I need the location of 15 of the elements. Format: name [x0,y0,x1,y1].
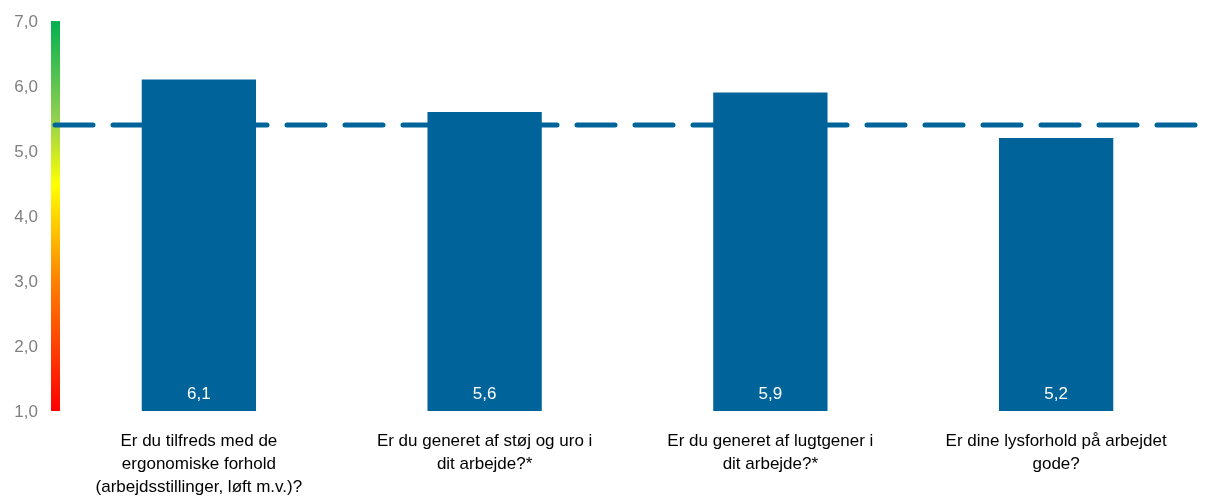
x-tick-label: Er dine lysforhold på arbejdet gode? [945,431,1167,473]
y-tick-label: 5,0 [14,141,38,161]
x-tick-label: Er du generet af støj og uro i dit arbejde?* [376,431,593,473]
y-tick-label: 4,0 [14,206,38,226]
x-tick-label: Er du tilfreds med de ergonomiske forhold (arbejdsstillinger, løft m.v.)? [95,431,303,496]
data-label: 5,2 [1044,383,1068,403]
y-tick-label: 1,0 [14,401,38,421]
y-tick-label: 6,0 [14,76,38,96]
data-label: 5,9 [758,383,783,403]
x-tick-label: Er du generet af lugtgener i dit arbejde?* [667,431,874,473]
y-tick-label: 3,0 [14,271,38,291]
data-label: 5,6 [472,383,497,403]
data-label: 6,1 [187,383,211,403]
y-tick-label: 2,0 [14,336,38,356]
y-tick-label: 7,0 [14,11,38,31]
